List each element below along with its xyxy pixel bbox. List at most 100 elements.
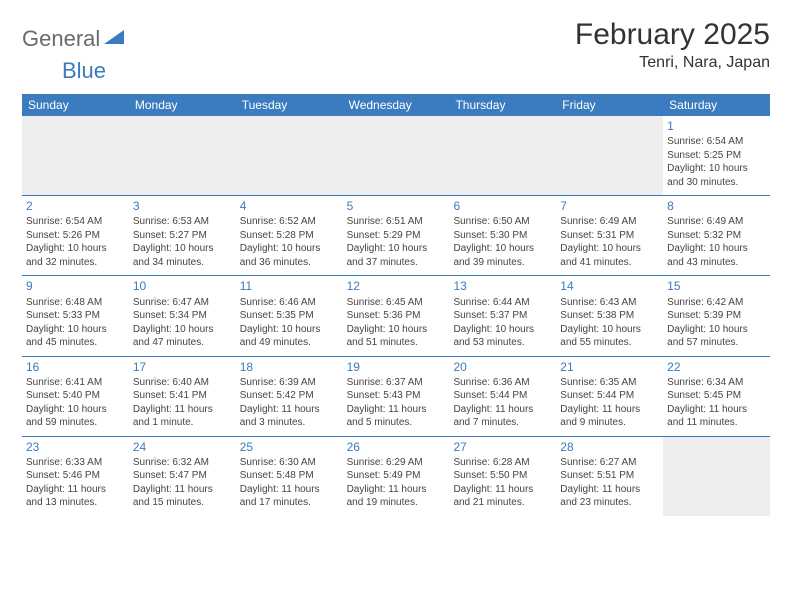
day-d1: Daylight: 10 hours [240,323,339,337]
day-sunrise: Sunrise: 6:48 AM [26,296,125,310]
day-d1: Daylight: 10 hours [26,323,125,337]
day-number: 14 [560,278,659,294]
day-cell: 6Sunrise: 6:50 AMSunset: 5:30 PMDaylight… [449,196,556,275]
day-cell: 23Sunrise: 6:33 AMSunset: 5:46 PMDayligh… [22,437,129,516]
logo: General [22,18,126,52]
day-d2: and 57 minutes. [667,336,766,350]
day-cell: 10Sunrise: 6:47 AMSunset: 5:34 PMDayligh… [129,276,236,355]
day-d1: Daylight: 10 hours [240,242,339,256]
calendar-week: 16Sunrise: 6:41 AMSunset: 5:40 PMDayligh… [22,356,770,436]
day-sunrise: Sunrise: 6:46 AM [240,296,339,310]
day-sunrise: Sunrise: 6:35 AM [560,376,659,390]
day-cell: 16Sunrise: 6:41 AMSunset: 5:40 PMDayligh… [22,357,129,436]
day-sunrise: Sunrise: 6:28 AM [453,456,552,470]
day-d1: Daylight: 11 hours [347,403,446,417]
day-d2: and 21 minutes. [453,496,552,510]
day-number: 27 [453,439,552,455]
day-d1: Daylight: 10 hours [26,403,125,417]
day-sunset: Sunset: 5:45 PM [667,389,766,403]
day-sunrise: Sunrise: 6:47 AM [133,296,232,310]
weekday-sat: Saturday [663,94,770,116]
day-number: 10 [133,278,232,294]
day-sunrise: Sunrise: 6:53 AM [133,215,232,229]
day-sunrise: Sunrise: 6:54 AM [667,135,766,149]
day-number: 16 [26,359,125,375]
calendar: Sunday Monday Tuesday Wednesday Thursday… [22,94,770,516]
day-number: 12 [347,278,446,294]
day-d2: and 43 minutes. [667,256,766,270]
day-sunrise: Sunrise: 6:39 AM [240,376,339,390]
day-sunrise: Sunrise: 6:34 AM [667,376,766,390]
day-number: 13 [453,278,552,294]
day-sunset: Sunset: 5:27 PM [133,229,232,243]
empty-cell [129,116,236,195]
day-sunset: Sunset: 5:28 PM [240,229,339,243]
weekday-sun: Sunday [22,94,129,116]
day-number: 3 [133,198,232,214]
day-d2: and 15 minutes. [133,496,232,510]
day-sunrise: Sunrise: 6:49 AM [667,215,766,229]
day-number: 17 [133,359,232,375]
day-d2: and 51 minutes. [347,336,446,350]
calendar-week: 23Sunrise: 6:33 AMSunset: 5:46 PMDayligh… [22,436,770,516]
day-sunrise: Sunrise: 6:45 AM [347,296,446,310]
day-sunset: Sunset: 5:51 PM [560,469,659,483]
day-cell: 14Sunrise: 6:43 AMSunset: 5:38 PMDayligh… [556,276,663,355]
empty-cell [22,116,129,195]
day-cell: 4Sunrise: 6:52 AMSunset: 5:28 PMDaylight… [236,196,343,275]
day-d2: and 37 minutes. [347,256,446,270]
day-sunset: Sunset: 5:43 PM [347,389,446,403]
day-number: 7 [560,198,659,214]
day-d2: and 47 minutes. [133,336,232,350]
day-cell: 28Sunrise: 6:27 AMSunset: 5:51 PMDayligh… [556,437,663,516]
day-d2: and 45 minutes. [26,336,125,350]
weeks-container: 1Sunrise: 6:54 AMSunset: 5:25 PMDaylight… [22,116,770,516]
day-cell: 1Sunrise: 6:54 AMSunset: 5:25 PMDaylight… [663,116,770,195]
day-number: 22 [667,359,766,375]
day-cell: 26Sunrise: 6:29 AMSunset: 5:49 PMDayligh… [343,437,450,516]
day-number: 20 [453,359,552,375]
day-d1: Daylight: 10 hours [560,242,659,256]
day-sunset: Sunset: 5:30 PM [453,229,552,243]
day-cell: 20Sunrise: 6:36 AMSunset: 5:44 PMDayligh… [449,357,556,436]
day-sunrise: Sunrise: 6:41 AM [26,376,125,390]
day-cell: 13Sunrise: 6:44 AMSunset: 5:37 PMDayligh… [449,276,556,355]
title-block: February 2025 Tenri, Nara, Japan [575,18,770,72]
weekday-fri: Friday [556,94,663,116]
day-sunrise: Sunrise: 6:52 AM [240,215,339,229]
day-d1: Daylight: 11 hours [240,483,339,497]
day-sunrise: Sunrise: 6:33 AM [26,456,125,470]
day-d1: Daylight: 11 hours [560,483,659,497]
day-cell: 22Sunrise: 6:34 AMSunset: 5:45 PMDayligh… [663,357,770,436]
logo-word-2: Blue [62,58,106,83]
day-d1: Daylight: 10 hours [560,323,659,337]
day-d1: Daylight: 11 hours [667,403,766,417]
empty-cell [449,116,556,195]
day-sunset: Sunset: 5:36 PM [347,309,446,323]
day-d1: Daylight: 11 hours [26,483,125,497]
day-d2: and 53 minutes. [453,336,552,350]
day-number: 8 [667,198,766,214]
day-number: 28 [560,439,659,455]
logo-triangle-icon [104,28,124,49]
day-sunset: Sunset: 5:46 PM [26,469,125,483]
day-sunset: Sunset: 5:44 PM [453,389,552,403]
day-sunset: Sunset: 5:32 PM [667,229,766,243]
day-d1: Daylight: 11 hours [133,483,232,497]
weekday-thu: Thursday [449,94,556,116]
day-sunset: Sunset: 5:25 PM [667,149,766,163]
day-d1: Daylight: 11 hours [560,403,659,417]
day-d2: and 34 minutes. [133,256,232,270]
day-sunset: Sunset: 5:39 PM [667,309,766,323]
empty-cell [236,116,343,195]
day-d1: Daylight: 10 hours [26,242,125,256]
day-d2: and 7 minutes. [453,416,552,430]
weekday-tue: Tuesday [236,94,343,116]
day-d1: Daylight: 10 hours [667,323,766,337]
day-sunset: Sunset: 5:33 PM [26,309,125,323]
day-d2: and 19 minutes. [347,496,446,510]
day-sunrise: Sunrise: 6:54 AM [26,215,125,229]
day-sunrise: Sunrise: 6:36 AM [453,376,552,390]
day-cell: 12Sunrise: 6:45 AMSunset: 5:36 PMDayligh… [343,276,450,355]
day-sunset: Sunset: 5:37 PM [453,309,552,323]
